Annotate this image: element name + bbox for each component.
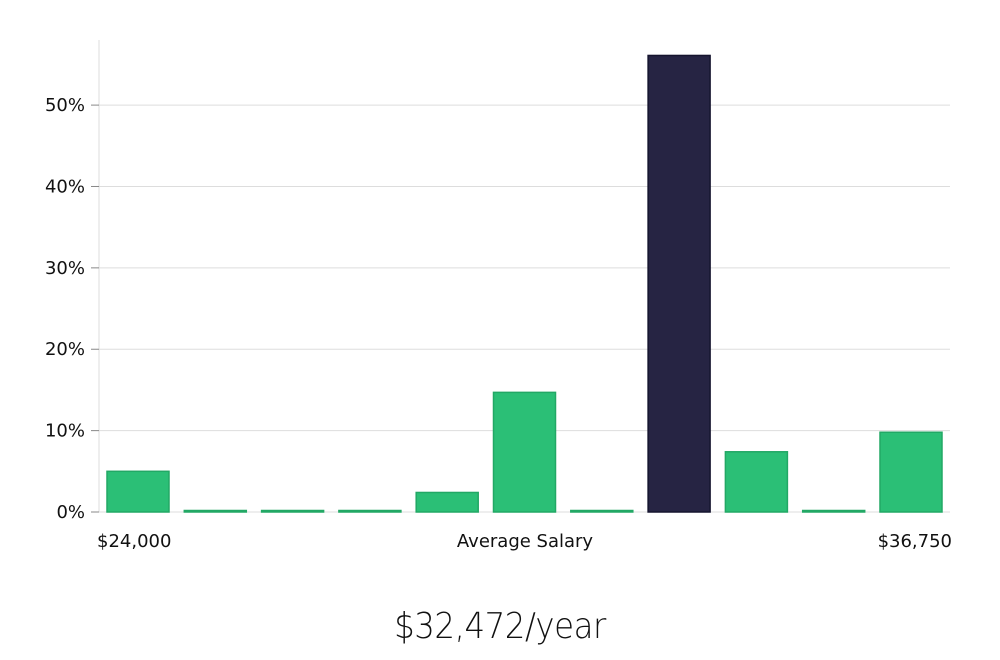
bar — [879, 431, 943, 513]
bar — [415, 491, 479, 513]
y-tick-label: 50% — [45, 95, 85, 116]
y-tick-label: 0% — [56, 502, 85, 523]
y-tick-label: 10% — [45, 421, 85, 442]
bar — [724, 451, 789, 513]
bar — [338, 509, 402, 513]
x-axis-title: Average Salary — [457, 531, 594, 552]
average-salary-value: $32,472/year — [394, 606, 606, 647]
y-tick-label: 30% — [45, 258, 85, 279]
y-tick-labels: 0% 10% 20% 30% 40% 50% — [45, 95, 99, 523]
bar — [801, 509, 866, 513]
bar — [492, 391, 557, 513]
bar — [570, 509, 634, 513]
bars — [106, 54, 943, 513]
bar — [183, 509, 248, 513]
y-tick-label: 40% — [45, 176, 85, 197]
x-max-label: $36,750 — [878, 531, 952, 552]
x-min-label: $24,000 — [97, 531, 171, 552]
y-tick-label: 20% — [45, 339, 85, 360]
bar — [260, 509, 325, 513]
bar-highlight — [647, 54, 711, 513]
bar — [106, 470, 170, 513]
chart-plot-area: 0% 10% 20% 30% 40% 50% $24,000 Average Salary… — [45, 40, 952, 552]
